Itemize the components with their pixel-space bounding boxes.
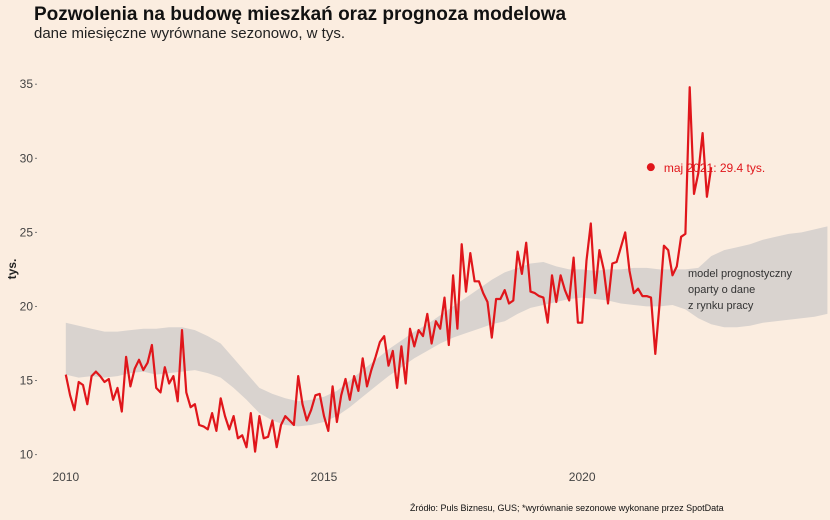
y-tick-label: 10 <box>20 448 34 462</box>
model-band-note: model prognostyczny oparty o dane z rynk… <box>688 266 792 314</box>
x-tick-label: 2010 <box>52 470 79 484</box>
y-tick-label: 25 <box>20 225 34 239</box>
y-tick-label: 30 <box>20 151 34 165</box>
y-tick-label: 20 <box>20 299 34 313</box>
chart-title: Pozwolenia na budowę mieszkań oraz progn… <box>34 4 567 25</box>
model-band-note-line: oparty o dane <box>688 284 756 296</box>
chart-subtitle: dane miesięczne wyrównane sezonowo, w ty… <box>34 25 345 42</box>
x-tick-label: 2020 <box>569 470 596 484</box>
last-value-label: maj 2021: 29.4 tys. <box>664 161 765 175</box>
y-tick-label: 35 <box>20 77 34 91</box>
last-value-point <box>646 163 655 172</box>
model-band-note-line: z rynku pracy <box>688 300 754 312</box>
y-tick-label: 15 <box>20 374 34 388</box>
permits-series-line <box>64 86 713 453</box>
x-tick-label: 2015 <box>311 470 338 484</box>
source-note: Źródło: Puls Biznesu, GUS; *wyrównanie s… <box>410 503 724 513</box>
model-band-note-line: model prognostyczny <box>688 268 792 280</box>
